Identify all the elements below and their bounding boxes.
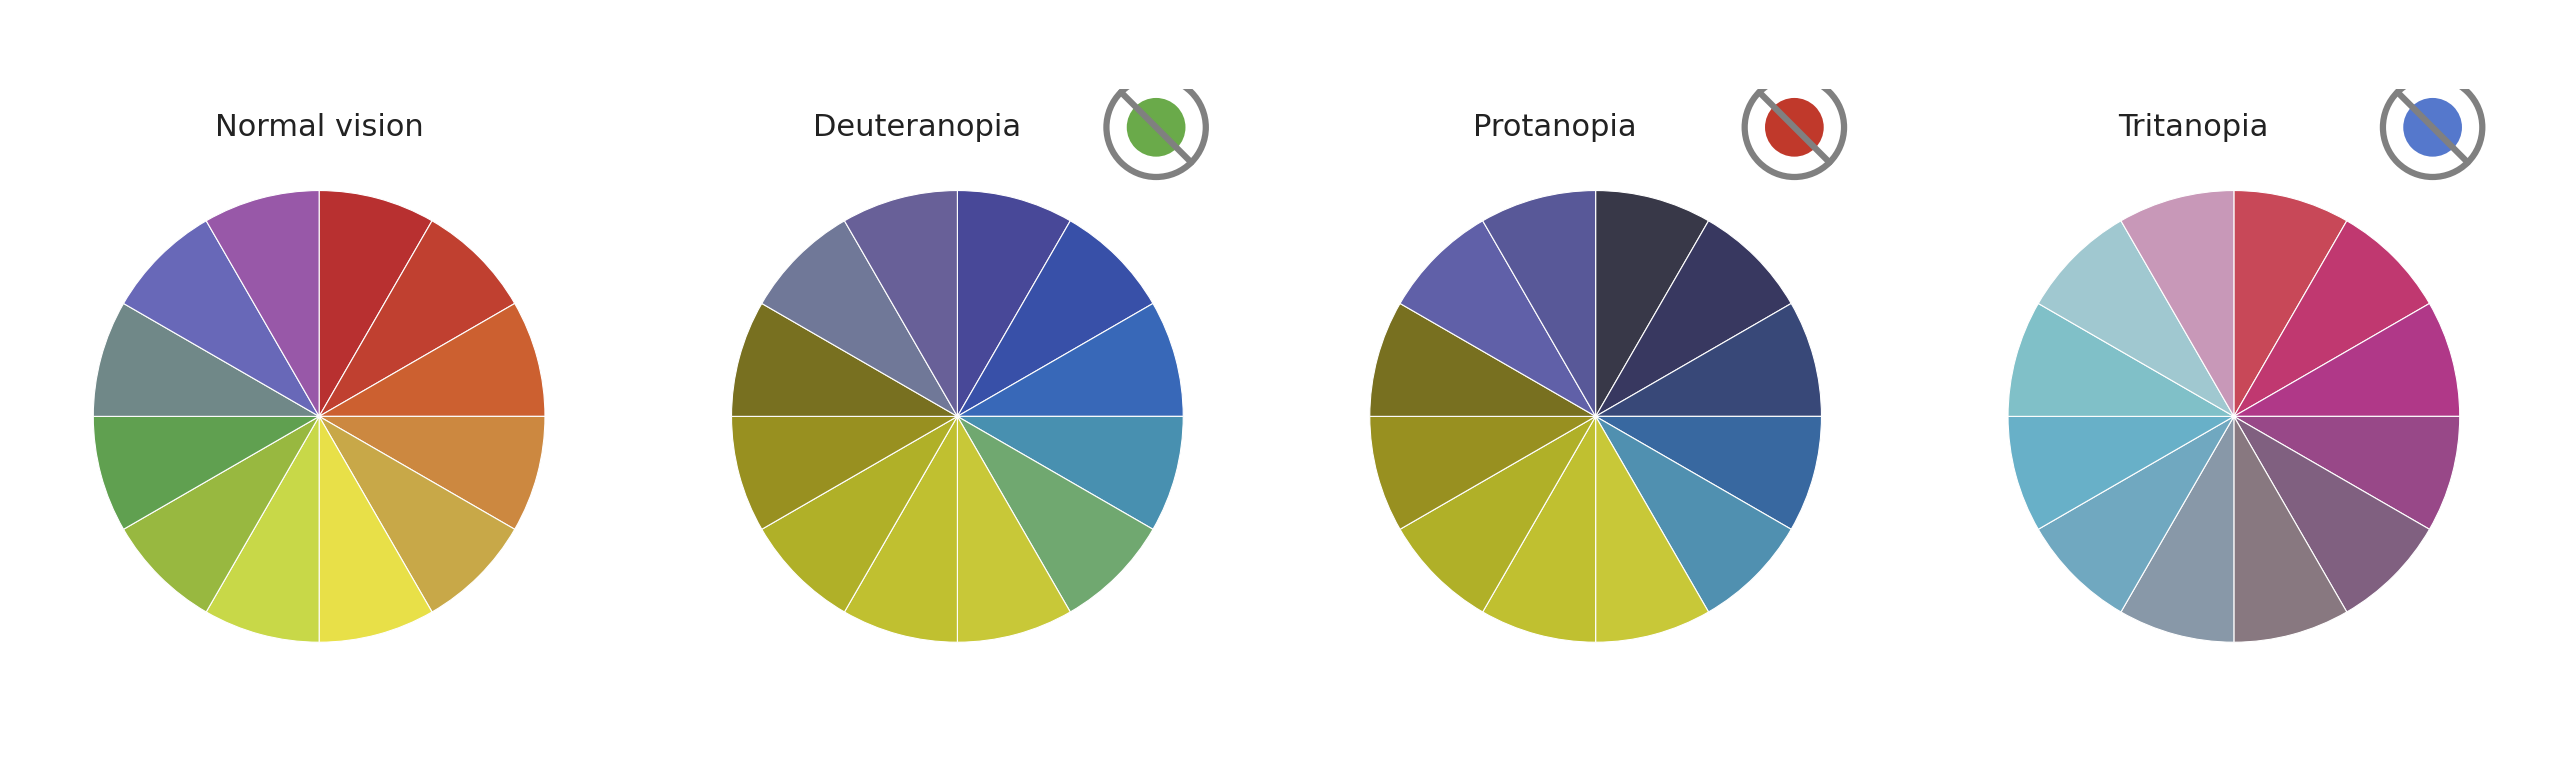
Wedge shape (957, 221, 1154, 416)
Wedge shape (2234, 416, 2459, 529)
Wedge shape (1596, 416, 1792, 612)
Circle shape (1126, 98, 1185, 157)
Wedge shape (2234, 416, 2430, 612)
Text: Protanopia: Protanopia (1473, 112, 1636, 142)
Wedge shape (2234, 221, 2430, 416)
Wedge shape (319, 221, 516, 416)
Wedge shape (123, 416, 319, 612)
Wedge shape (1371, 416, 1596, 529)
Wedge shape (1596, 416, 1820, 529)
Wedge shape (845, 416, 957, 643)
Wedge shape (957, 416, 1182, 529)
Wedge shape (319, 416, 516, 612)
Wedge shape (94, 416, 319, 529)
Wedge shape (2122, 416, 2234, 643)
Wedge shape (123, 221, 319, 416)
Wedge shape (1371, 304, 1596, 416)
Wedge shape (1483, 416, 1596, 643)
Text: Tritanopia: Tritanopia (2119, 112, 2270, 142)
Wedge shape (957, 304, 1182, 416)
Wedge shape (761, 416, 957, 612)
Wedge shape (2009, 416, 2234, 529)
Wedge shape (319, 190, 431, 416)
Wedge shape (319, 304, 544, 416)
Text: Normal vision: Normal vision (214, 112, 424, 142)
Wedge shape (2009, 304, 2234, 416)
Wedge shape (957, 416, 1154, 612)
Wedge shape (1596, 221, 1792, 416)
Wedge shape (733, 416, 957, 529)
Wedge shape (845, 190, 957, 416)
Wedge shape (2037, 221, 2234, 416)
Circle shape (2402, 98, 2461, 157)
Wedge shape (2234, 190, 2346, 416)
Wedge shape (733, 304, 957, 416)
Wedge shape (2234, 304, 2459, 416)
Wedge shape (957, 190, 1070, 416)
Wedge shape (1596, 416, 1708, 643)
Wedge shape (2234, 416, 2346, 643)
Wedge shape (207, 416, 319, 643)
Wedge shape (957, 416, 1070, 643)
Wedge shape (2122, 190, 2234, 416)
Wedge shape (319, 416, 544, 529)
Wedge shape (761, 221, 957, 416)
Circle shape (1764, 98, 1823, 157)
Wedge shape (1596, 304, 1820, 416)
Wedge shape (1399, 221, 1596, 416)
Wedge shape (1399, 416, 1596, 612)
Wedge shape (1483, 190, 1596, 416)
Wedge shape (207, 190, 319, 416)
Text: Deuteranopia: Deuteranopia (812, 112, 1021, 142)
Wedge shape (2037, 416, 2234, 612)
Wedge shape (94, 304, 319, 416)
Wedge shape (1596, 190, 1708, 416)
Wedge shape (319, 416, 431, 643)
